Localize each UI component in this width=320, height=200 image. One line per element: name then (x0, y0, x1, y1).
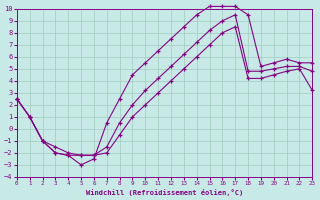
X-axis label: Windchill (Refroidissement éolien,°C): Windchill (Refroidissement éolien,°C) (86, 189, 243, 196)
